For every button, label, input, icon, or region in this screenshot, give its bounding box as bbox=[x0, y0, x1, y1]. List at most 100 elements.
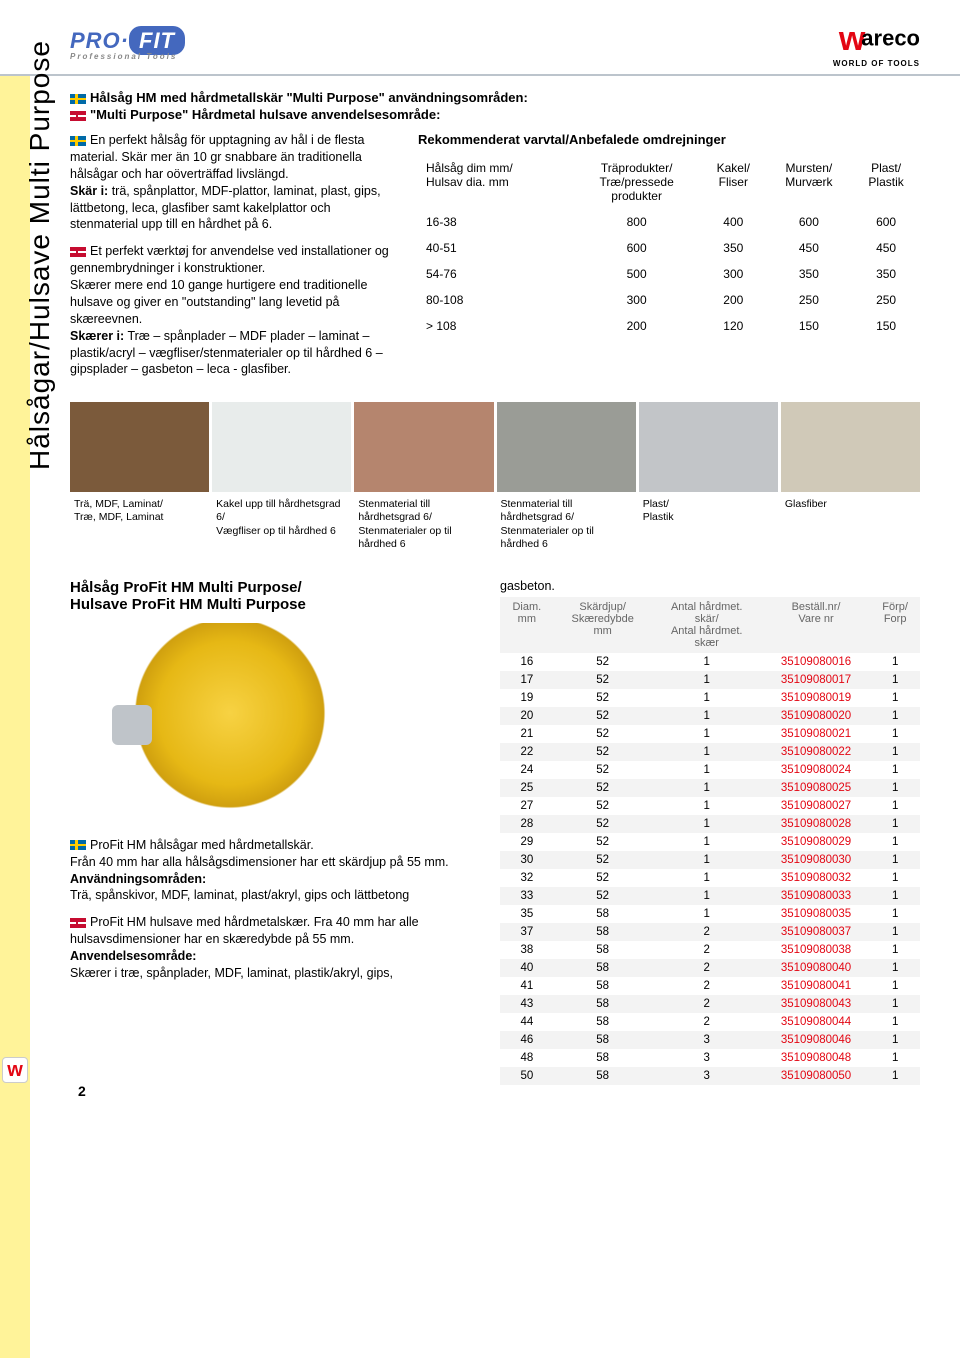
spec-cell: 52 bbox=[554, 725, 652, 743]
title-se-text: Hålsåg HM med hårdmetallskär "Multi Purp… bbox=[90, 90, 528, 105]
spec-cell: 1 bbox=[870, 887, 920, 905]
spec-cell: 58 bbox=[554, 905, 652, 923]
spec-cell: 1 bbox=[870, 995, 920, 1013]
spec-cell: 2 bbox=[652, 941, 762, 959]
spec-row: 35581351090800351 bbox=[500, 905, 920, 923]
spec-row: 29521351090800291 bbox=[500, 833, 920, 851]
spec-cell: 1 bbox=[870, 1049, 920, 1067]
spec-row: 27521351090800271 bbox=[500, 797, 920, 815]
s2-se-3: Trä, spånskivor, MDF, laminat, plast/akr… bbox=[70, 888, 409, 902]
s2-se-3-label: Användningsområden: bbox=[70, 872, 206, 886]
para-dk-1: Et perfekt værktøj for anvendelse ved in… bbox=[70, 243, 400, 378]
flag-se-icon bbox=[70, 94, 86, 104]
spec-row: 17521351090800171 bbox=[500, 671, 920, 689]
spec-cell: 35109080028 bbox=[762, 815, 871, 833]
spec-cell: 1 bbox=[870, 743, 920, 761]
rec-cell: 80-108 bbox=[418, 287, 572, 313]
spec-cell: 22 bbox=[500, 743, 554, 761]
spec-cell: 1 bbox=[652, 869, 762, 887]
spec-cell: 35109080044 bbox=[762, 1013, 871, 1031]
spec-cell: 1 bbox=[870, 671, 920, 689]
material-label: Trä, MDF, Laminat/ Træ, MDF, Laminat bbox=[70, 498, 209, 551]
spec-cell: 52 bbox=[554, 797, 652, 815]
para-se-1: En perfekt hålsåg för upptagning av hål … bbox=[70, 132, 400, 233]
logo-wareco: wareco WORLD OF TOOLS bbox=[833, 20, 920, 68]
title-dk: "Multi Purpose" Hårdmetal hulsave anvend… bbox=[70, 107, 920, 122]
spec-cell: 52 bbox=[554, 653, 652, 671]
spec-cell: 58 bbox=[554, 995, 652, 1013]
swatch-tile bbox=[212, 402, 351, 492]
spec-cell: 28 bbox=[500, 815, 554, 833]
spec-cell: 58 bbox=[554, 1049, 652, 1067]
spec-cell: 1 bbox=[870, 941, 920, 959]
logo-profit-sub: Professional Tools bbox=[70, 52, 185, 61]
rec-row: 54-76500300350350 bbox=[418, 261, 920, 287]
spec-cell: 3 bbox=[652, 1031, 762, 1049]
spec-cell: 1 bbox=[652, 743, 762, 761]
spec-row: 32521351090800321 bbox=[500, 869, 920, 887]
spec-cell: 35 bbox=[500, 905, 554, 923]
rec-cell: 400 bbox=[701, 209, 766, 235]
spec-cell: 35109080027 bbox=[762, 797, 871, 815]
spec-cell: 1 bbox=[870, 923, 920, 941]
rec-header: Kakel/ Fliser bbox=[701, 155, 766, 209]
para-dk-1-text: Et perfekt værktøj for anvendelse ved in… bbox=[70, 244, 389, 326]
para-se-skar: trä, spånplattor, MDF-plattor, laminat, … bbox=[70, 184, 381, 232]
spec-header: Skärdjup/ Skæredybde mm bbox=[554, 597, 652, 653]
spec-cell: 48 bbox=[500, 1049, 554, 1067]
rec-cell: 800 bbox=[572, 209, 701, 235]
spec-cell: 44 bbox=[500, 1013, 554, 1031]
spec-cell: 40 bbox=[500, 959, 554, 977]
spec-cell: 35109080020 bbox=[762, 707, 871, 725]
spec-cell: 1 bbox=[870, 1067, 920, 1085]
spec-cell: 2 bbox=[652, 923, 762, 941]
spec-cell: 35109080030 bbox=[762, 851, 871, 869]
spec-cell: 1 bbox=[870, 815, 920, 833]
spec-cell: 35109080043 bbox=[762, 995, 871, 1013]
rec-cell: 600 bbox=[852, 209, 920, 235]
spec-cell: 1 bbox=[870, 851, 920, 869]
para-se-1-text: En perfekt hålsåg för upptagning av hål … bbox=[70, 133, 365, 181]
spec-cell: 2 bbox=[652, 959, 762, 977]
spec-cell: 1 bbox=[652, 779, 762, 797]
rec-cell: 200 bbox=[572, 313, 701, 339]
rec-cell: 300 bbox=[572, 287, 701, 313]
spec-cell: 30 bbox=[500, 851, 554, 869]
spec-cell: 38 bbox=[500, 941, 554, 959]
rec-cell: 16-38 bbox=[418, 209, 572, 235]
swatch-brick bbox=[354, 402, 493, 492]
spec-header: Diam. mm bbox=[500, 597, 554, 653]
spec-cell: 35109080017 bbox=[762, 671, 871, 689]
spec-cell: 2 bbox=[652, 1013, 762, 1031]
spec-cell: 35109080029 bbox=[762, 833, 871, 851]
spec-cell: 1 bbox=[652, 707, 762, 725]
spec-cell: 58 bbox=[554, 959, 652, 977]
rec-cell: 150 bbox=[852, 313, 920, 339]
rec-header: Träprodukter/ Træ/pressede produkter bbox=[572, 155, 701, 209]
spec-row: 16521351090800161 bbox=[500, 653, 920, 671]
spec-cell: 35109080024 bbox=[762, 761, 871, 779]
rec-cell: 350 bbox=[701, 235, 766, 261]
spec-cell: 1 bbox=[652, 905, 762, 923]
spec-row: 25521351090800251 bbox=[500, 779, 920, 797]
spec-cell: 1 bbox=[652, 761, 762, 779]
spec-row: 24521351090800241 bbox=[500, 761, 920, 779]
product-image bbox=[100, 623, 360, 823]
spec-cell: 25 bbox=[500, 779, 554, 797]
rec-cell: 120 bbox=[701, 313, 766, 339]
flag-se-icon bbox=[70, 840, 86, 850]
rec-cell: 300 bbox=[701, 261, 766, 287]
swatch-stone bbox=[497, 402, 636, 492]
flag-se-icon bbox=[70, 136, 86, 146]
spec-cell: 1 bbox=[652, 815, 762, 833]
spec-cell: 1 bbox=[652, 851, 762, 869]
spec-row: 50583351090800501 bbox=[500, 1067, 920, 1085]
spec-cell: 1 bbox=[870, 1013, 920, 1031]
rec-cell: 450 bbox=[766, 235, 853, 261]
logo-wareco-text: areco bbox=[861, 25, 920, 50]
spec-cell: 35109080040 bbox=[762, 959, 871, 977]
spec-cell: 58 bbox=[554, 941, 652, 959]
spec-cell: 1 bbox=[652, 797, 762, 815]
spec-cell: 3 bbox=[652, 1067, 762, 1085]
spec-cell: 1 bbox=[870, 725, 920, 743]
